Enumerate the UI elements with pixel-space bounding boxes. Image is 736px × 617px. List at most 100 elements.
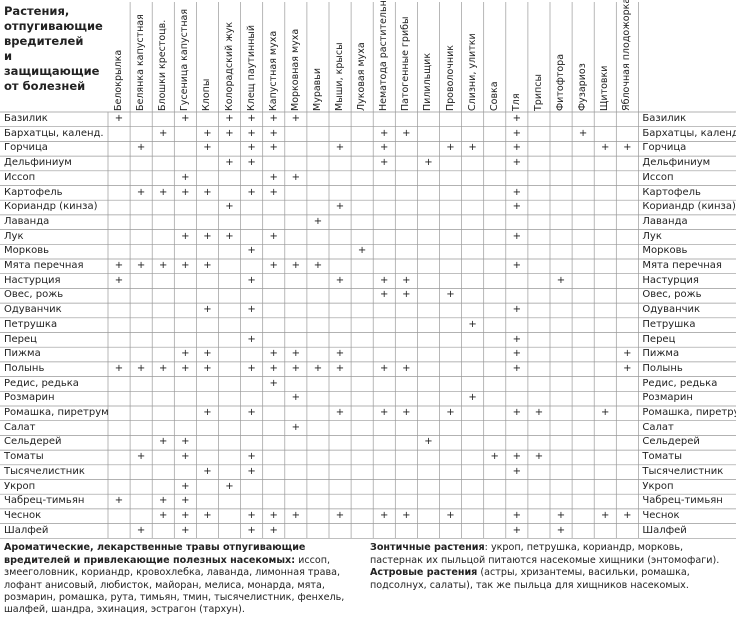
- plant-name: Тысячелистник: [4, 465, 85, 477]
- plus-mark: +: [313, 215, 323, 227]
- plus-mark: +: [512, 407, 521, 418]
- plus-mark: +: [203, 304, 212, 316]
- plus-mark: +: [158, 186, 168, 198]
- column-header: Морковная муха: [289, 28, 301, 111]
- plant-name: Сельдерей: [4, 436, 62, 448]
- footer-paragraph: Зонтичные растения: укроп, петрушка, кор…: [370, 542, 732, 567]
- plus-mark: +: [269, 524, 278, 536]
- plus-mark: +: [225, 157, 234, 169]
- plus-mark: +: [512, 142, 521, 154]
- plus-mark: +: [269, 142, 278, 154]
- plus-mark: +: [225, 480, 234, 492]
- plus-mark: +: [335, 142, 345, 154]
- plant-name-right: Тысячелистник: [642, 465, 724, 477]
- title-line: от болезней: [4, 79, 86, 93]
- plus-mark: +: [114, 362, 124, 374]
- column-header: Трипсы: [532, 74, 544, 111]
- plus-mark: +: [291, 421, 300, 433]
- plant-name: Розмарин: [4, 392, 55, 404]
- plant-name: Редис, редька: [4, 377, 79, 389]
- plus-mark: +: [247, 407, 256, 418]
- plus-mark: +: [181, 113, 190, 124]
- plus-mark: +: [402, 127, 411, 139]
- plant-name-right: Мята перечная: [642, 260, 722, 271]
- plus-mark: +: [335, 407, 345, 418]
- column-header: Колорадский жук: [223, 21, 235, 111]
- plus-mark: +: [379, 157, 389, 169]
- plus-mark: +: [600, 407, 610, 418]
- plus-mark: +: [225, 113, 234, 124]
- plus-mark: +: [379, 274, 389, 286]
- plus-mark: +: [247, 451, 256, 463]
- plus-mark: +: [335, 348, 345, 360]
- plant-name-right: Редис, редька: [642, 377, 718, 389]
- plus-mark: +: [446, 289, 455, 301]
- plus-mark: +: [269, 348, 278, 360]
- plus-mark: +: [114, 274, 124, 286]
- plant-name: Кориандр (кинза): [4, 201, 98, 213]
- plus-mark: +: [136, 451, 146, 463]
- title-line: отпугивающие: [4, 19, 103, 33]
- plus-mark: +: [136, 186, 146, 198]
- plus-mark: +: [379, 142, 389, 154]
- footer-text: : укроп, петрушка, кориандр, морковь, па…: [370, 542, 720, 566]
- plant-name: Морковь: [4, 245, 50, 257]
- plus-mark: +: [446, 509, 455, 521]
- plus-mark: +: [203, 127, 212, 139]
- plus-mark: +: [512, 230, 521, 242]
- column-header: Патогенные грибы: [400, 16, 412, 112]
- plus-mark: +: [512, 333, 521, 345]
- footer-paragraph: Ароматические, лекарственные травы отпуг…: [4, 542, 354, 616]
- plus-mark: +: [269, 230, 278, 242]
- plant-name: Базилик: [4, 113, 48, 124]
- plus-mark: +: [136, 524, 146, 536]
- plus-mark: +: [512, 201, 521, 213]
- plus-mark: +: [269, 509, 278, 521]
- plus-mark: +: [225, 201, 234, 213]
- plus-mark: +: [623, 509, 632, 521]
- plant-name: Пижма: [4, 348, 41, 360]
- plant-name-right: Иссоп: [642, 171, 674, 183]
- footer-text: (астры, хризантемы, васильки, ромашка, п…: [370, 567, 690, 591]
- plus-mark: +: [291, 362, 300, 374]
- plus-mark: +: [158, 509, 168, 521]
- plant-name-right: Горчица: [642, 142, 687, 154]
- column-header: Проволочник: [444, 44, 456, 111]
- plus-mark: +: [181, 260, 190, 271]
- column-header: Белокрылка: [113, 49, 124, 111]
- plant-name: Дельфиниум: [4, 157, 72, 169]
- plant-name-right: Одуванчик: [642, 304, 701, 316]
- plus-mark: +: [181, 436, 190, 448]
- plus-mark: +: [181, 186, 190, 198]
- plus-mark: +: [512, 186, 521, 198]
- plus-mark: +: [446, 142, 455, 154]
- footer-text: иссоп, змееголовник, кориандр, кровохлеб…: [4, 554, 345, 616]
- plus-mark: +: [402, 362, 411, 374]
- plus-mark: +: [335, 362, 345, 374]
- footer-bold: Астровые растения: [370, 567, 478, 579]
- plant-name: Одуванчик: [4, 304, 62, 316]
- column-header: Клещ паутинный: [245, 24, 257, 111]
- plus-mark: +: [291, 509, 300, 521]
- plant-name-right: Кориандр (кинза): [642, 201, 736, 213]
- plus-mark: +: [313, 362, 323, 374]
- plus-mark: +: [291, 113, 300, 124]
- plus-mark: +: [247, 333, 256, 345]
- plus-mark: +: [512, 157, 521, 169]
- plant-name: Лук: [4, 230, 24, 242]
- plus-mark: +: [402, 509, 411, 521]
- plant-name-right: Полынь: [642, 362, 683, 374]
- plant-name: Лаванда: [4, 215, 50, 227]
- plus-mark: +: [623, 348, 632, 360]
- plus-mark: +: [402, 289, 411, 301]
- plant-name: Картофель: [4, 186, 63, 198]
- plus-mark: +: [446, 407, 455, 418]
- plus-mark: +: [181, 230, 190, 242]
- plus-mark: +: [269, 186, 278, 198]
- plus-mark: +: [269, 171, 278, 183]
- plant-name: Овес, рожь: [4, 289, 64, 301]
- plus-mark: +: [623, 362, 632, 374]
- plus-mark: +: [512, 451, 521, 463]
- plus-mark: +: [203, 230, 212, 242]
- plus-mark: +: [225, 127, 234, 139]
